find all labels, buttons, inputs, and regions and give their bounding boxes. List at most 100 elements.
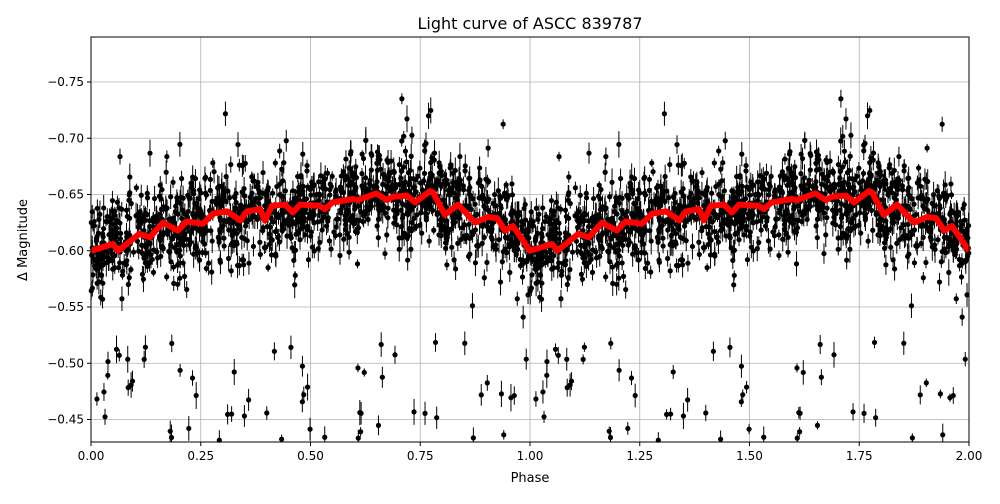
data-point (607, 192, 612, 202)
data-point (888, 236, 893, 259)
y-tick-label: −0.75 (47, 75, 84, 89)
data-point (307, 418, 312, 441)
data-point (556, 152, 561, 162)
data-point (501, 119, 506, 129)
data-point (467, 246, 472, 262)
data-point (139, 185, 144, 206)
data-point (397, 237, 402, 261)
data-point (151, 268, 156, 276)
data-point (533, 391, 538, 407)
data-point (409, 144, 414, 169)
data-point (909, 294, 914, 318)
data-point (607, 427, 612, 436)
data-point (963, 352, 968, 366)
data-point (179, 171, 184, 186)
data-point (154, 239, 159, 264)
data-point (270, 188, 275, 198)
data-point (959, 270, 964, 285)
data-point (727, 337, 732, 357)
x-tick-label: 1.75 (846, 449, 873, 463)
data-point (794, 363, 799, 372)
data-point (731, 278, 736, 292)
data-point (408, 240, 413, 258)
data-point (384, 227, 389, 242)
data-point (744, 381, 749, 393)
data-point (665, 250, 670, 266)
data-point (699, 167, 704, 178)
data-point (564, 348, 569, 371)
data-point (718, 430, 723, 442)
data-point (470, 293, 475, 319)
data-point (272, 342, 277, 360)
x-tick-label: 0.75 (407, 449, 434, 463)
data-point (746, 424, 751, 434)
x-tick-label: 0.00 (78, 449, 105, 463)
data-point (190, 370, 195, 386)
data-point (277, 144, 282, 159)
y-tick-label: −0.60 (47, 244, 84, 258)
data-point (697, 249, 702, 261)
y-tick-label: −0.50 (47, 356, 84, 370)
data-point (427, 234, 432, 247)
data-point (905, 172, 910, 184)
data-point (558, 290, 563, 308)
data-point (759, 223, 764, 236)
data-point (573, 182, 578, 194)
data-point (499, 381, 504, 407)
data-point (509, 176, 514, 193)
data-point (143, 335, 148, 359)
data-point (169, 335, 174, 352)
data-point (405, 250, 410, 271)
data-point (815, 226, 820, 249)
data-point (273, 245, 278, 267)
data-point (685, 255, 690, 272)
data-point (870, 218, 875, 243)
data-point (896, 147, 901, 167)
data-point (578, 185, 583, 205)
data-point (117, 149, 122, 165)
data-point (712, 158, 717, 168)
data-point (266, 264, 271, 272)
data-point (570, 243, 575, 260)
data-point (392, 346, 397, 364)
data-point (761, 426, 766, 442)
data-point (951, 387, 956, 404)
data-point (940, 424, 945, 442)
data-point (901, 332, 906, 355)
data-point (910, 433, 915, 442)
data-point (671, 365, 676, 379)
x-tick-label: 1.25 (626, 449, 653, 463)
data-point (960, 308, 965, 325)
data-point (110, 191, 115, 210)
data-point (610, 271, 615, 296)
data-point (208, 172, 213, 187)
data-point (433, 333, 438, 352)
data-point (667, 157, 672, 172)
data-point (923, 257, 928, 269)
data-point (782, 153, 787, 164)
data-point (221, 241, 226, 251)
y-tick-label: −0.70 (47, 131, 84, 145)
data-point (808, 142, 813, 166)
data-point (939, 256, 944, 268)
data-point (142, 351, 147, 368)
data-point (918, 385, 923, 404)
data-point (521, 306, 526, 329)
data-point (485, 375, 490, 391)
data-point (251, 236, 256, 256)
data-point (616, 131, 621, 157)
data-point (94, 392, 99, 405)
data-point (501, 430, 506, 440)
data-point (850, 403, 855, 420)
data-point (948, 177, 953, 192)
data-point (711, 342, 716, 361)
data-point (873, 409, 878, 427)
data-point (500, 254, 505, 270)
data-point (656, 253, 661, 267)
data-point (229, 265, 234, 278)
chart-title: Light curve of ASCC 839787 (417, 14, 642, 33)
data-point (170, 177, 175, 188)
data-point (444, 259, 449, 270)
data-point (97, 201, 102, 228)
data-point (355, 364, 360, 372)
